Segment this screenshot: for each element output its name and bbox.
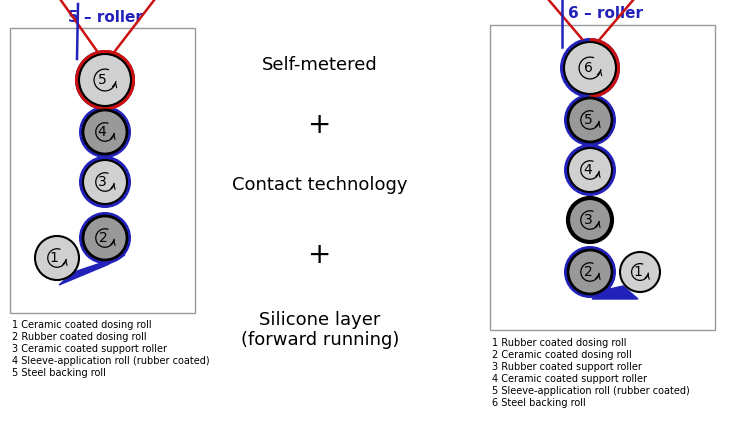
Text: 3 Ceramic coated support roller: 3 Ceramic coated support roller bbox=[12, 344, 167, 354]
Text: 4: 4 bbox=[98, 125, 106, 139]
Circle shape bbox=[83, 216, 127, 260]
Text: Self-metered: Self-metered bbox=[262, 56, 378, 74]
Circle shape bbox=[564, 144, 616, 196]
Wedge shape bbox=[590, 38, 620, 98]
Text: 3 Rubber coated support roller: 3 Rubber coated support roller bbox=[492, 362, 642, 372]
Text: Contact technology: Contact technology bbox=[232, 176, 408, 194]
Circle shape bbox=[568, 98, 612, 142]
Circle shape bbox=[79, 106, 131, 158]
Bar bbox=[10, 28, 195, 313]
Text: 2: 2 bbox=[584, 265, 592, 279]
Text: 2: 2 bbox=[99, 231, 107, 245]
Circle shape bbox=[35, 236, 79, 280]
Text: 4: 4 bbox=[584, 163, 592, 177]
Text: Silicone layer
(forward running): Silicone layer (forward running) bbox=[241, 311, 399, 349]
Circle shape bbox=[79, 212, 131, 264]
Text: +: + bbox=[308, 111, 332, 139]
Circle shape bbox=[568, 198, 612, 242]
Circle shape bbox=[83, 110, 127, 154]
Circle shape bbox=[564, 246, 616, 298]
Text: 1: 1 bbox=[634, 265, 643, 279]
Polygon shape bbox=[59, 255, 125, 285]
Text: 6: 6 bbox=[584, 61, 592, 75]
Text: 2 Ceramic coated dosing roll: 2 Ceramic coated dosing roll bbox=[492, 350, 632, 360]
Text: 1 Rubber coated dosing roll: 1 Rubber coated dosing roll bbox=[492, 338, 626, 348]
Text: 4 Ceramic coated support roller: 4 Ceramic coated support roller bbox=[492, 374, 647, 384]
Polygon shape bbox=[592, 286, 638, 299]
Text: 3: 3 bbox=[584, 213, 592, 227]
Text: 3: 3 bbox=[98, 175, 106, 189]
Circle shape bbox=[83, 160, 127, 204]
Circle shape bbox=[564, 42, 616, 94]
Text: 5: 5 bbox=[584, 113, 592, 127]
Text: 2 Rubber coated dosing roll: 2 Rubber coated dosing roll bbox=[12, 332, 147, 342]
Text: +: + bbox=[308, 241, 332, 269]
Text: 5 Steel backing roll: 5 Steel backing roll bbox=[12, 368, 106, 378]
Circle shape bbox=[568, 250, 612, 294]
Text: 6 Steel backing roll: 6 Steel backing roll bbox=[492, 398, 586, 408]
Circle shape bbox=[560, 38, 620, 98]
Circle shape bbox=[564, 94, 616, 146]
Wedge shape bbox=[105, 50, 135, 110]
Circle shape bbox=[75, 50, 135, 110]
Text: 5 Sleeve-application roll (rubber coated): 5 Sleeve-application roll (rubber coated… bbox=[492, 386, 690, 396]
Text: 6 – roller: 6 – roller bbox=[568, 5, 643, 21]
Text: 5 – roller: 5 – roller bbox=[68, 11, 142, 25]
Circle shape bbox=[79, 156, 131, 208]
Circle shape bbox=[620, 252, 660, 292]
Text: 1: 1 bbox=[50, 251, 58, 265]
Circle shape bbox=[568, 148, 612, 192]
Text: 1 Ceramic coated dosing roll: 1 Ceramic coated dosing roll bbox=[12, 320, 152, 330]
Circle shape bbox=[79, 54, 131, 106]
Circle shape bbox=[75, 50, 135, 110]
Text: 4 Sleeve-application roll (rubber coated): 4 Sleeve-application roll (rubber coated… bbox=[12, 356, 209, 366]
Bar bbox=[490, 25, 715, 330]
Text: 5: 5 bbox=[98, 73, 106, 87]
